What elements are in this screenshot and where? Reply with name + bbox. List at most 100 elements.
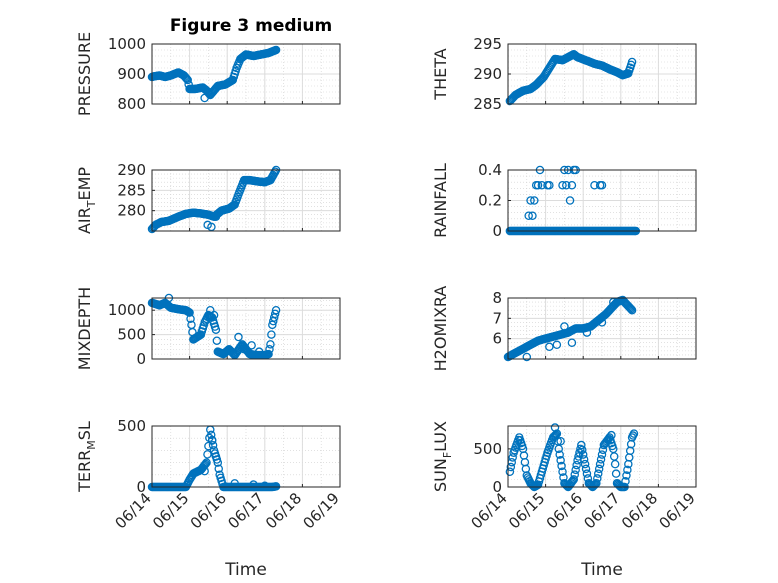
data-point [607,430,616,440]
data-point [578,450,588,459]
series-markers [147,165,281,234]
y-tick-label: 285 [473,95,502,113]
series-markers [147,45,281,103]
data-point [556,456,565,465]
y-tick-label: 280 [117,202,146,220]
subplot-mixdepth: 0 500 1000 MIXDEPTH [75,287,341,370]
y-tick-label: 290 [473,65,502,83]
x-tick-label: 06/17 [224,489,267,532]
y-tick-label: 0 [492,478,502,496]
data-point [249,480,258,489]
y-tick-label: 1000 [108,301,146,319]
data-point [581,464,591,474]
data-point [202,458,211,467]
data-point [558,180,567,190]
y-tick-label: 800 [117,95,146,113]
data-point [254,347,264,356]
data-point [572,460,581,470]
axes-box [507,43,697,105]
data-point [209,310,219,320]
data-point [506,462,516,472]
y-tick-label: 0 [136,350,146,368]
axes-box [507,297,697,360]
data-point [550,423,560,432]
data-point [598,445,608,455]
data-point [186,314,195,323]
data-point [270,309,280,319]
data-point [582,328,592,337]
x-tick-label: 06/19 [656,489,699,532]
x-tick-label: 06/18 [262,489,305,532]
data-point [597,318,607,327]
data-point [568,476,578,485]
data-point [200,460,209,470]
data-point [626,304,636,314]
x-tick-label: 06/16 [543,489,586,532]
data-point [569,475,579,484]
y-tick-label: 900 [117,65,146,83]
data-point [545,180,554,190]
y-tick-label: 6 [492,330,502,348]
data-point [565,196,575,205]
data-point [589,481,598,491]
data-point [594,464,604,474]
axes-box [151,425,341,488]
data-point [267,330,276,339]
x-tick-label: 06/16 [187,489,230,532]
data-point [271,305,281,315]
axes-box [151,43,341,105]
data-point [597,450,607,459]
subplot-air-temp: 280 285 290 AIRTEMP [75,161,341,234]
data-point [595,459,605,469]
data-point [211,212,221,222]
data-point [200,466,209,476]
series-markers [505,423,639,492]
x-tick-label: 06/14 [112,489,155,532]
y-tick-label: 290 [117,161,146,179]
data-point [265,344,274,354]
data-point [591,479,600,489]
data-point [528,211,537,220]
data-point [214,464,223,473]
data-point [204,87,213,97]
data-point [570,470,579,479]
y-tick-label: 0 [492,222,502,240]
y-axis-label: H2OMIXRA [431,286,450,372]
data-point [185,308,194,317]
data-point [271,482,281,491]
data-point [266,340,275,349]
data-point [582,469,592,478]
data-point [271,45,281,55]
data-point [611,469,621,478]
data-point [545,342,554,352]
data-point [555,450,564,459]
data-point [556,436,565,446]
data-point [597,180,607,190]
subplot-rainfall: 0 0.2 0.4 RAINFALL [431,161,697,240]
data-point [554,444,564,454]
data-point [526,196,535,205]
data-point [567,477,577,487]
x-tick-label: 06/17 [580,489,623,532]
data-point [264,349,273,359]
axes-box [151,297,341,360]
x-axis-label: Time [224,560,267,580]
data-point [580,459,590,469]
data-point [552,340,562,350]
data-point [562,180,571,190]
x-tick-label: 06/19 [300,489,343,532]
x-tick-label: 06/15 [149,489,192,532]
data-point [571,465,580,475]
y-axis-label: SUNFLUX [431,421,454,492]
x-tick-label: 06/14 [468,489,511,532]
data-point [211,325,221,334]
subplot-theta: 285 290 295 THETA [431,35,697,113]
data-point [610,459,620,469]
x-tick-label: 06/15 [505,489,548,532]
data-point [593,469,603,478]
data-point [200,93,209,103]
y-tick-label: 500 [117,417,146,435]
data-point [560,322,569,331]
